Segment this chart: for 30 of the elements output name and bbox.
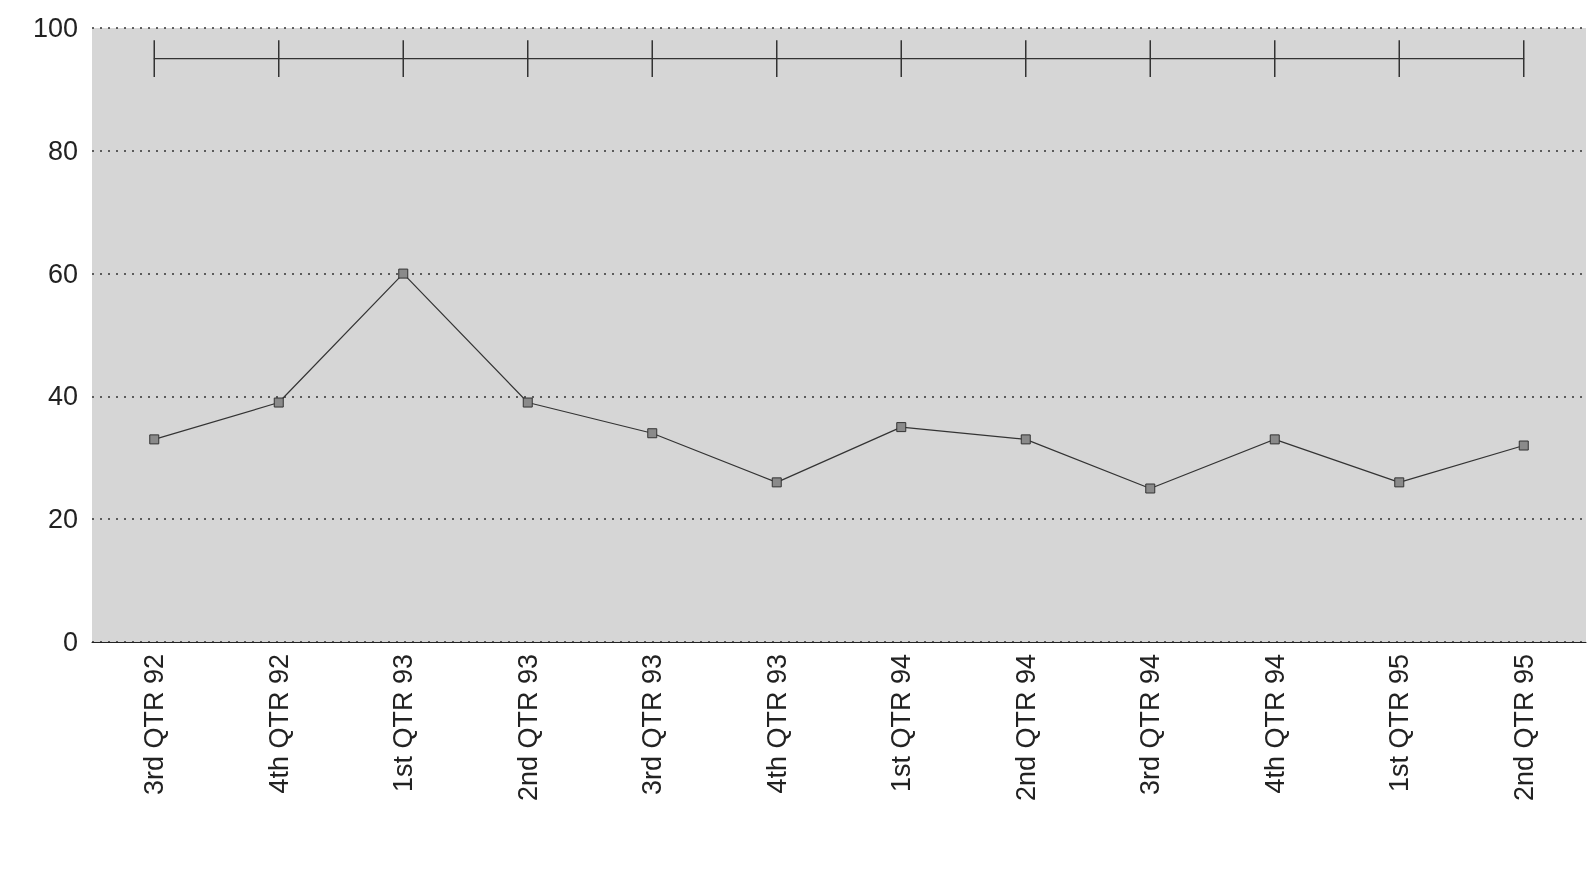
point	[896, 422, 907, 433]
y-tick-label: 60	[47, 258, 78, 289]
x-tick-label: 2nd QTR 95	[1508, 654, 1539, 802]
point	[1145, 483, 1156, 494]
x-tick-label: 1st QTR 95	[1384, 654, 1415, 793]
x-tick-label: 3rd QTR 93	[637, 654, 668, 796]
x-tick-label: 4th QTR 94	[1259, 654, 1290, 794]
y-tick-label: 20	[47, 504, 78, 535]
x-tick-label: 1st QTR 93	[388, 654, 419, 793]
x-tick-label: 2nd QTR 94	[1010, 654, 1041, 802]
point	[273, 397, 284, 408]
point	[647, 428, 658, 439]
point	[1518, 440, 1529, 451]
x-tick-label: 3rd QTR 94	[1135, 654, 1166, 796]
y-tick-label: 40	[47, 381, 78, 412]
point	[149, 434, 160, 445]
point	[1394, 477, 1405, 488]
y-tick-label: 0	[62, 627, 78, 657]
x-tick-label: 4th QTR 93	[761, 654, 792, 794]
x-tick-label: 2nd QTR 93	[512, 654, 543, 802]
y-tick-label: 80	[47, 135, 78, 166]
x-tick-label: 4th QTR 92	[263, 654, 294, 794]
x-tick-label: 1st QTR 94	[886, 654, 917, 793]
point	[398, 268, 409, 279]
x-tick-label: 3rd QTR 92	[139, 654, 170, 796]
point	[771, 477, 782, 488]
y-tick-label: 100	[32, 13, 78, 43]
point	[522, 397, 533, 408]
point	[1020, 434, 1031, 445]
point	[1269, 434, 1280, 445]
